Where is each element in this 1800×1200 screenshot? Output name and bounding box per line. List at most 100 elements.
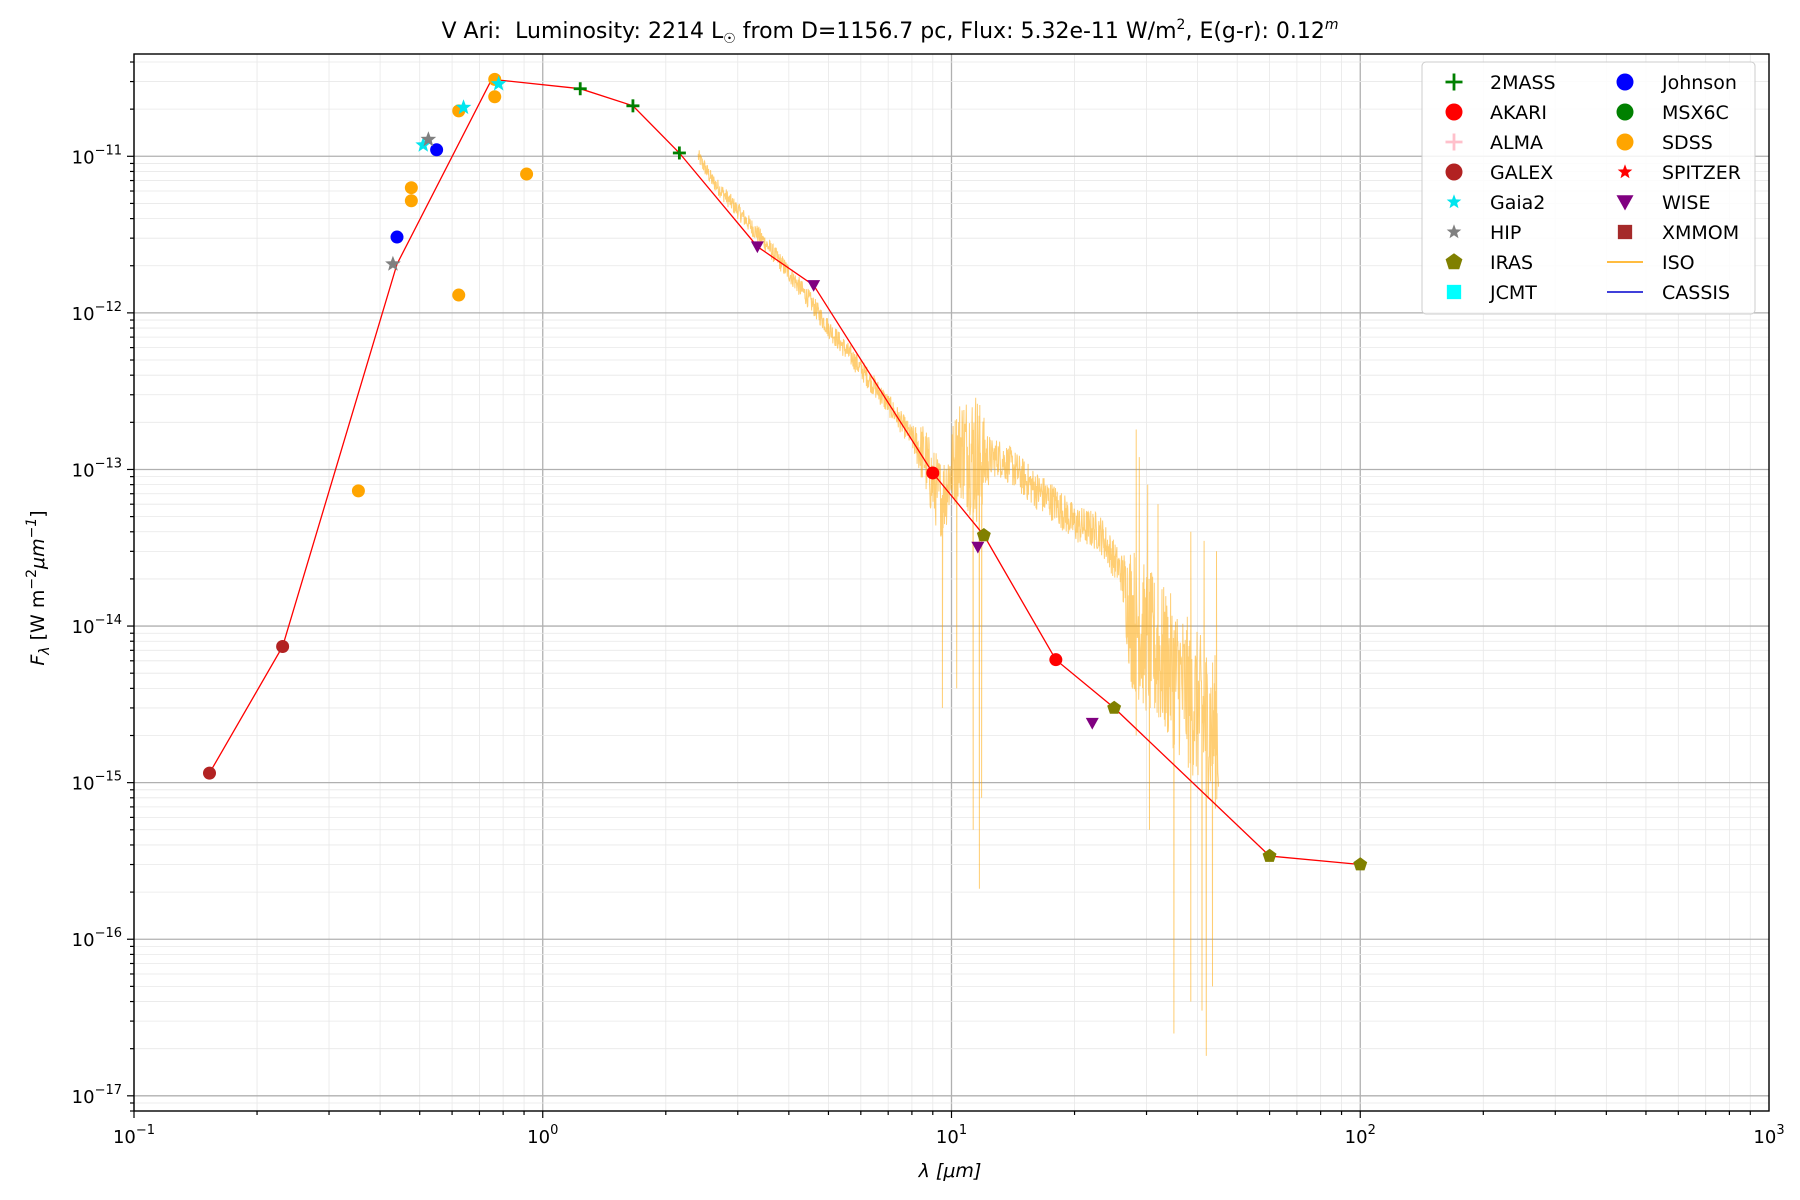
legend-label-galex: GALEX xyxy=(1490,162,1553,184)
y-label-close: ] xyxy=(27,510,49,517)
x-axis-label: λ [μm] xyxy=(918,1160,982,1182)
data-point-wise xyxy=(1085,717,1099,730)
data-point-wise xyxy=(971,541,985,554)
y-tick-label-base: 10 xyxy=(72,304,95,325)
x-tick-label-base: 10 xyxy=(527,1127,550,1148)
legend-marker-alma xyxy=(1445,133,1463,151)
x-tick-label-base: 10 xyxy=(1753,1127,1776,1148)
y-tick-label: 10−16 xyxy=(72,926,122,951)
y-tick-label-base: 10 xyxy=(72,930,95,951)
x-tick-label: 102 xyxy=(1345,1123,1376,1148)
data-point-akari xyxy=(1049,653,1063,667)
data-point-iras xyxy=(1262,848,1277,862)
y-tick-label-exponent: −16 xyxy=(95,926,122,941)
x-tick-label-exponent: 1 xyxy=(959,1123,967,1138)
y-tick-label-base: 10 xyxy=(72,147,95,168)
iso-spectrum-line xyxy=(697,150,1219,1056)
legend-marker-sdss xyxy=(1616,133,1634,151)
legend-items: 2MASS AKARI ALMA GALEX Gaia2 HIP IRAS JCMT Johns… xyxy=(1445,72,1741,304)
legend-marker-galex xyxy=(1445,163,1463,181)
legend-label-iso: ISO xyxy=(1662,252,1695,274)
y-tick-label: 10−15 xyxy=(72,770,122,795)
legend-label-2mass: 2MASS xyxy=(1490,72,1556,94)
x-tick-label: 103 xyxy=(1753,1123,1784,1148)
data-point-hip xyxy=(420,131,437,147)
title-star: V Ari: xyxy=(442,19,502,44)
data-point-akari xyxy=(926,466,940,480)
data-point-2mass xyxy=(573,82,587,96)
legend-marker-gaia2 xyxy=(1446,194,1462,209)
data-point-sdss xyxy=(404,181,418,195)
legend-label-hip: HIP xyxy=(1490,222,1521,244)
legend-marker-hip xyxy=(1446,224,1462,239)
x-tick-label: 101 xyxy=(936,1123,967,1148)
x-tick-label-base: 10 xyxy=(1345,1127,1368,1148)
data-point-wise xyxy=(807,280,821,292)
sun-symbol: ☉ xyxy=(723,31,736,47)
data-point-iras xyxy=(1353,857,1368,871)
x-label-symbol: λ xyxy=(918,1160,930,1182)
x-tick-label-base: 10 xyxy=(936,1127,959,1148)
title-extinction-exponent: m xyxy=(1325,17,1339,33)
data-point-johnson xyxy=(430,143,444,157)
title-distance-flux: from D=1156.7 pc, Flux: 5.32e-11 W/m xyxy=(736,19,1177,44)
y-label-unit-a: [W m xyxy=(27,590,49,647)
legend-label-cassis: CASSIS xyxy=(1662,282,1730,304)
axis-ticks xyxy=(127,61,1751,1118)
x-tick-label: 100 xyxy=(527,1123,558,1148)
data-point-sdss xyxy=(351,484,365,498)
y-tick-label-exponent: −14 xyxy=(95,613,122,628)
legend-marker-spitzer xyxy=(1617,164,1633,179)
data-point-2mass xyxy=(626,99,640,113)
legend-label-alma: ALMA xyxy=(1490,132,1543,154)
legend-marker-2mass xyxy=(1445,73,1463,91)
data-point-gaia2 xyxy=(455,99,472,115)
title-extinction: , E(g-r): 0.12 xyxy=(1185,19,1324,44)
data-point-2mass xyxy=(672,146,686,160)
title-flux-exponent: 2 xyxy=(1177,17,1186,33)
data-point-iras xyxy=(976,528,991,542)
y-axis-label: Fλ [W m−2μm−1] xyxy=(24,510,53,665)
legend-label-akari: AKARI xyxy=(1490,102,1547,124)
data-points-layer xyxy=(202,72,1368,871)
data-point-gaia2 xyxy=(415,136,432,152)
y-label-exp-1: −2 xyxy=(24,569,40,590)
x-tick-label-exponent: −1 xyxy=(136,1123,155,1138)
legend-marker-wise xyxy=(1616,195,1634,211)
legend-label-spitzer: SPITZER xyxy=(1662,162,1741,184)
legend-marker-johnson xyxy=(1616,73,1634,91)
title-luminosity: Luminosity: 2214 L xyxy=(515,19,724,44)
y-label-exp-2: −1 xyxy=(24,518,40,539)
legend-marker-akari xyxy=(1445,103,1463,121)
iso-spectrum-layer xyxy=(697,150,1219,1056)
y-tick-label-exponent: −15 xyxy=(95,770,122,785)
y-tick-label-exponent: −13 xyxy=(95,456,122,471)
legend-label-msx6c: MSX6C xyxy=(1662,102,1729,124)
data-point-johnson xyxy=(390,230,404,244)
y-tick-label-exponent: −12 xyxy=(95,300,122,315)
y-tick-label-base: 10 xyxy=(72,617,95,638)
data-point-sdss xyxy=(452,288,466,302)
x-label-unit: [μm] xyxy=(930,1160,981,1182)
data-point-sdss xyxy=(488,90,502,104)
legend-label-iras: IRAS xyxy=(1490,252,1533,274)
x-tick-label-base: 10 xyxy=(113,1127,136,1148)
y-label-unit-mu: μm xyxy=(27,538,49,570)
data-point-hip xyxy=(385,255,401,271)
y-tick-label-exponent: −17 xyxy=(95,1083,122,1098)
y-label-subscript: λ xyxy=(37,646,53,655)
y-tick-label: 10−12 xyxy=(72,300,122,325)
y-tick-label-base: 10 xyxy=(72,1087,95,1108)
data-point-galex xyxy=(202,766,216,780)
legend-marker-msx6c xyxy=(1616,103,1634,121)
y-tick-label: 10−13 xyxy=(72,456,122,481)
x-tick-label-exponent: 0 xyxy=(550,1123,558,1138)
x-tick-labels: 10−1 100 101 102 103 xyxy=(113,1123,1785,1148)
legend-marker-xmmom xyxy=(1617,224,1633,240)
data-point-galex xyxy=(276,640,290,654)
sed-line-layer xyxy=(208,78,1361,866)
legend-label-johnson: Johnson xyxy=(1661,72,1737,94)
legend-box xyxy=(1421,61,1756,315)
